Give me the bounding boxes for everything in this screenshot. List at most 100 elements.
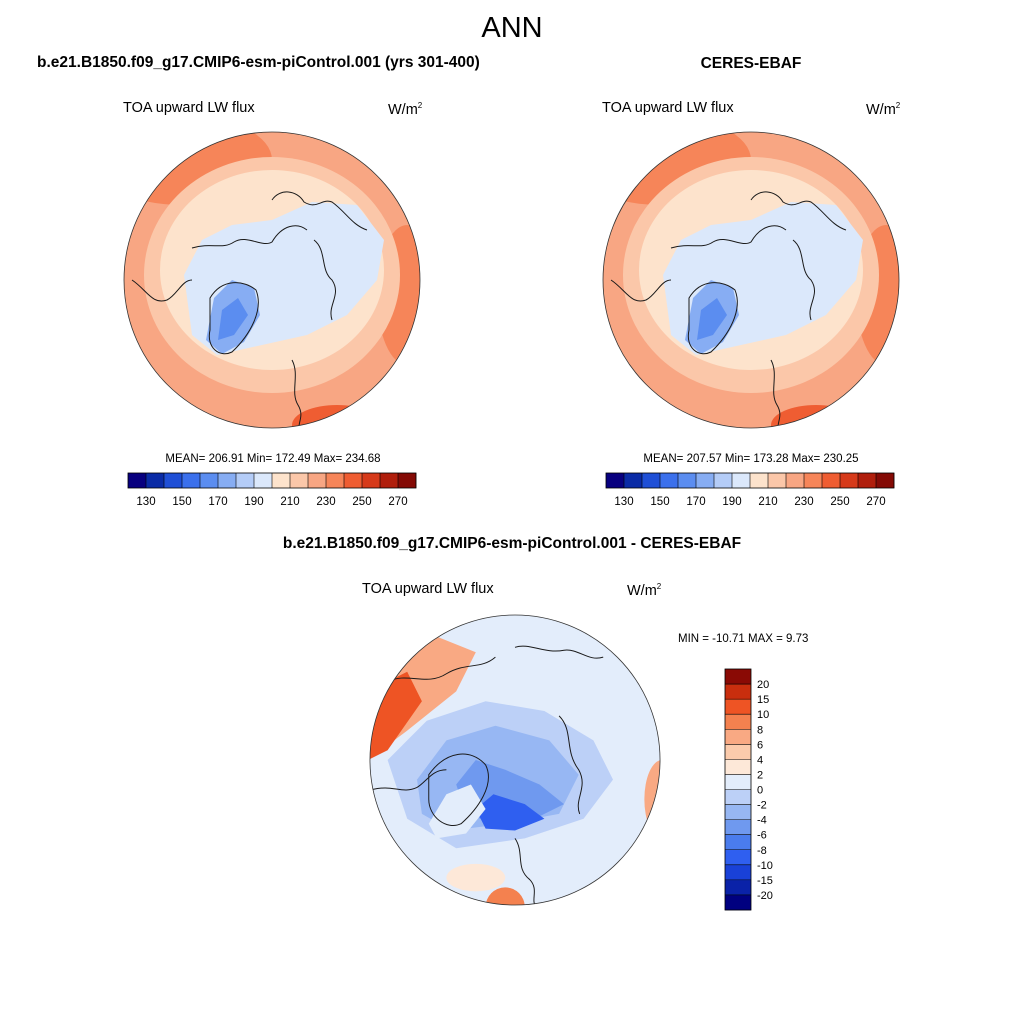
panel2-coastline (750, 191, 847, 231)
panel1-colorbar-box (362, 473, 381, 488)
panel3-colorbar-box (725, 894, 751, 911)
panel3-field-warm-patch (485, 887, 525, 906)
panel1-colorbar-box (236, 473, 255, 488)
panel1-title: b.e21.B1850.f09_g17.CMIP6-esm-piControl.… (37, 54, 480, 71)
panel2-map-border (602, 131, 900, 429)
panel1-colorbar-box (398, 473, 417, 488)
panel1-colorbar-box (344, 473, 363, 488)
panel2-colorbar-frame (605, 472, 895, 489)
panel3-colorbar-box (725, 849, 751, 866)
panel2-colorbar-tick-label: 170 (686, 496, 705, 508)
panel1-map (123, 131, 421, 429)
panel2-coastline (687, 282, 738, 355)
panel1-field-warm-patch (292, 405, 382, 428)
panel2-colorbar-box (714, 473, 733, 488)
panel1-coastline (313, 239, 337, 321)
panel2-colorbar-tick-label: 210 (758, 496, 777, 508)
panel1-colorbar-box (272, 473, 291, 488)
panel1-variable-label: TOA upward LW flux (123, 100, 255, 116)
panel3-colorbar-tick-label: 0 (757, 785, 763, 797)
panel3-colorbar-tick-label: -8 (757, 845, 767, 857)
panel3-colorbar-box (725, 819, 751, 835)
panel1-colorbar-tick-label: 270 (388, 496, 407, 508)
panel3-colorbar-box (725, 729, 751, 745)
panel3-colorbar-box (725, 879, 751, 896)
panel2-colorbar-box (660, 473, 679, 488)
panel2-colorbar-box (876, 473, 895, 488)
panel1-colorbar-tick-label: 170 (208, 496, 227, 508)
panel1-coastline (131, 279, 193, 302)
panel1-colorbar-box (164, 473, 183, 488)
panel2-colorbar-tick-label: 150 (650, 496, 669, 508)
panel1-colorbar-box (254, 473, 273, 488)
panel1-colorbar-tick-label: 130 (136, 496, 155, 508)
panel2-colorbar-box (696, 473, 715, 488)
panel1-map-border (123, 131, 421, 429)
panel1-colorbar-frame (127, 472, 417, 489)
panel1-colorbar-box (128, 473, 147, 488)
panel3-map-border (369, 614, 661, 906)
panel2-coastline (792, 239, 816, 321)
panel1-coastline (191, 225, 308, 249)
panel3-colorbar-tick-label: 10 (757, 709, 769, 721)
panel2-colorbar-box (822, 473, 841, 488)
panel3-colorbar-box (725, 714, 751, 730)
panel2-colorbar-tick-label: 230 (794, 496, 813, 508)
panel3-field-warm-patch (644, 760, 661, 839)
panel2-coastline (610, 279, 672, 302)
panel2-colorbar-box (786, 473, 805, 488)
panel1-field-greenland-core (218, 298, 248, 340)
panel1-colorbar-tick-label: 230 (316, 496, 335, 508)
panel2-colorbar-box (804, 473, 823, 488)
panel3-colorbar-tick-label: -6 (757, 830, 767, 842)
panel3-coastline (514, 838, 537, 906)
panel3-colorbar-box (725, 789, 751, 805)
panel2-title: CERES-EBAF (700, 55, 802, 72)
panel3-colorbar-tick-label: 6 (757, 739, 763, 751)
panel2-stats: MEAN= 207.57 Min= 173.28 Max= 230.25 (643, 453, 859, 465)
panel3-field-warm-patch (446, 863, 506, 892)
panel2-colorbar-box (858, 473, 877, 488)
panel3-colorbar-frame (724, 668, 752, 911)
panel3-colorbar-box (725, 759, 751, 775)
panel2-units: W/m2 (866, 101, 901, 118)
panel3-colorbar-tick-label: 15 (757, 694, 769, 706)
panel3-colorbar-box (725, 804, 751, 820)
panel3-colorbar-box (725, 699, 751, 715)
panel1-colorbar: 130 150 170 190 210 230 250 270 (127, 472, 417, 508)
panel2-coastline (670, 225, 787, 249)
panel1-colorbar-box (290, 473, 309, 488)
panel2-field-warm-patch (771, 405, 861, 428)
panel2-colorbar-box (606, 473, 625, 488)
panel1-colorbar-box (200, 473, 219, 488)
panel1-colorbar-box (146, 473, 165, 488)
panel2-colorbar-tick-label: 130 (614, 496, 633, 508)
panel1-colorbar-box (218, 473, 237, 488)
panel3-title: b.e21.B1850.f09_g17.CMIP6-esm-piControl.… (282, 535, 742, 552)
panel2-colorbar-box (732, 473, 751, 488)
panel1-stats: MEAN= 206.91 Min= 172.49 Max= 234.68 (165, 453, 381, 465)
panel3-colorbar-box (725, 774, 751, 790)
panel2-colorbar-box (678, 473, 697, 488)
panel3-coastline (372, 769, 447, 791)
panel3-colorbar-tick-label: 4 (757, 754, 763, 766)
panel3-stats: MIN = -10.71 MAX = 9.73 (678, 633, 809, 645)
panel3-colorbar-box (725, 864, 751, 881)
panel3-colorbar-tick-label: -10 (757, 860, 773, 872)
panel2-colorbar-tick-label: 250 (830, 496, 849, 508)
panel3-colorbar-tick-label: 8 (757, 724, 763, 736)
panel3-coastline (558, 715, 583, 815)
panel1-colorbar-box (182, 473, 201, 488)
panel1-coastline (208, 282, 259, 355)
panel3-variable-label: TOA upward LW flux (362, 581, 494, 597)
panel3-coastline (514, 645, 604, 659)
panel3-colorbar-tick-label: 20 (757, 679, 769, 691)
panel2-colorbar-tick-label: 190 (722, 496, 741, 508)
panel1-coastline (271, 191, 368, 231)
panel3-colorbar-tick-label: -15 (757, 875, 773, 887)
panel3-units: W/m2 (627, 582, 662, 599)
panel1-colorbar-tick-label: 250 (352, 496, 371, 508)
panel2-colorbar-box (750, 473, 769, 488)
panel2-colorbar: 130 150 170 190 210 230 250 270 (605, 472, 895, 508)
panel2-variable-label: TOA upward LW flux (602, 100, 734, 116)
